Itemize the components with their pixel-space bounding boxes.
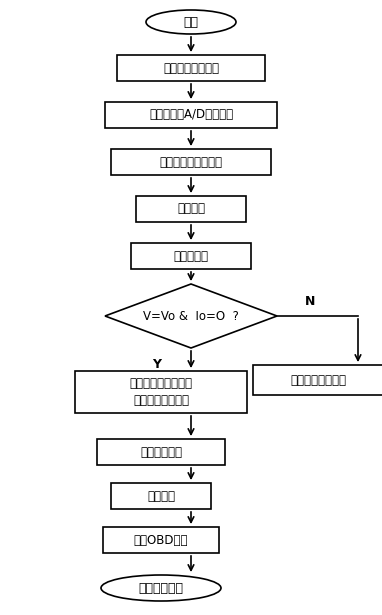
Text: N: N	[305, 295, 315, 308]
Bar	[103, 527, 219, 553]
Text: 开始: 开始	[183, 15, 199, 28]
Text: 保存OBD代码: 保存OBD代码	[134, 533, 188, 547]
Bar	[97, 439, 225, 465]
Text: 进入故障处理模式: 进入故障处理模式	[290, 373, 346, 386]
Text: 发送数据: 发送数据	[147, 490, 175, 502]
Text: 系统上电并初始化: 系统上电并初始化	[163, 62, 219, 74]
Bar	[253, 365, 382, 395]
Bar	[111, 149, 271, 175]
Bar	[75, 371, 247, 413]
Bar	[117, 55, 265, 81]
Text: 单次循环结束: 单次循环结束	[139, 582, 183, 595]
Text: 调整控制精度: 调整控制精度	[140, 445, 182, 459]
Text: 接通上电预充电电路: 接通上电预充电电路	[160, 156, 222, 169]
Text: 延时等待，A/D采集完毕: 延时等待，A/D采集完毕	[149, 108, 233, 122]
Bar	[131, 243, 251, 269]
Text: 状态检测: 状态检测	[177, 202, 205, 215]
Text: 接通主回路: 接通主回路	[173, 250, 209, 263]
Text: V=Vo &  Io=O  ?: V=Vo & Io=O ?	[143, 309, 239, 322]
Bar	[105, 102, 277, 128]
Text: 进入正常工作模式，
输出理论控制信号: 进入正常工作模式， 输出理论控制信号	[129, 377, 193, 407]
Bar	[111, 483, 211, 509]
Text: Y: Y	[152, 358, 162, 371]
Bar	[136, 196, 246, 222]
